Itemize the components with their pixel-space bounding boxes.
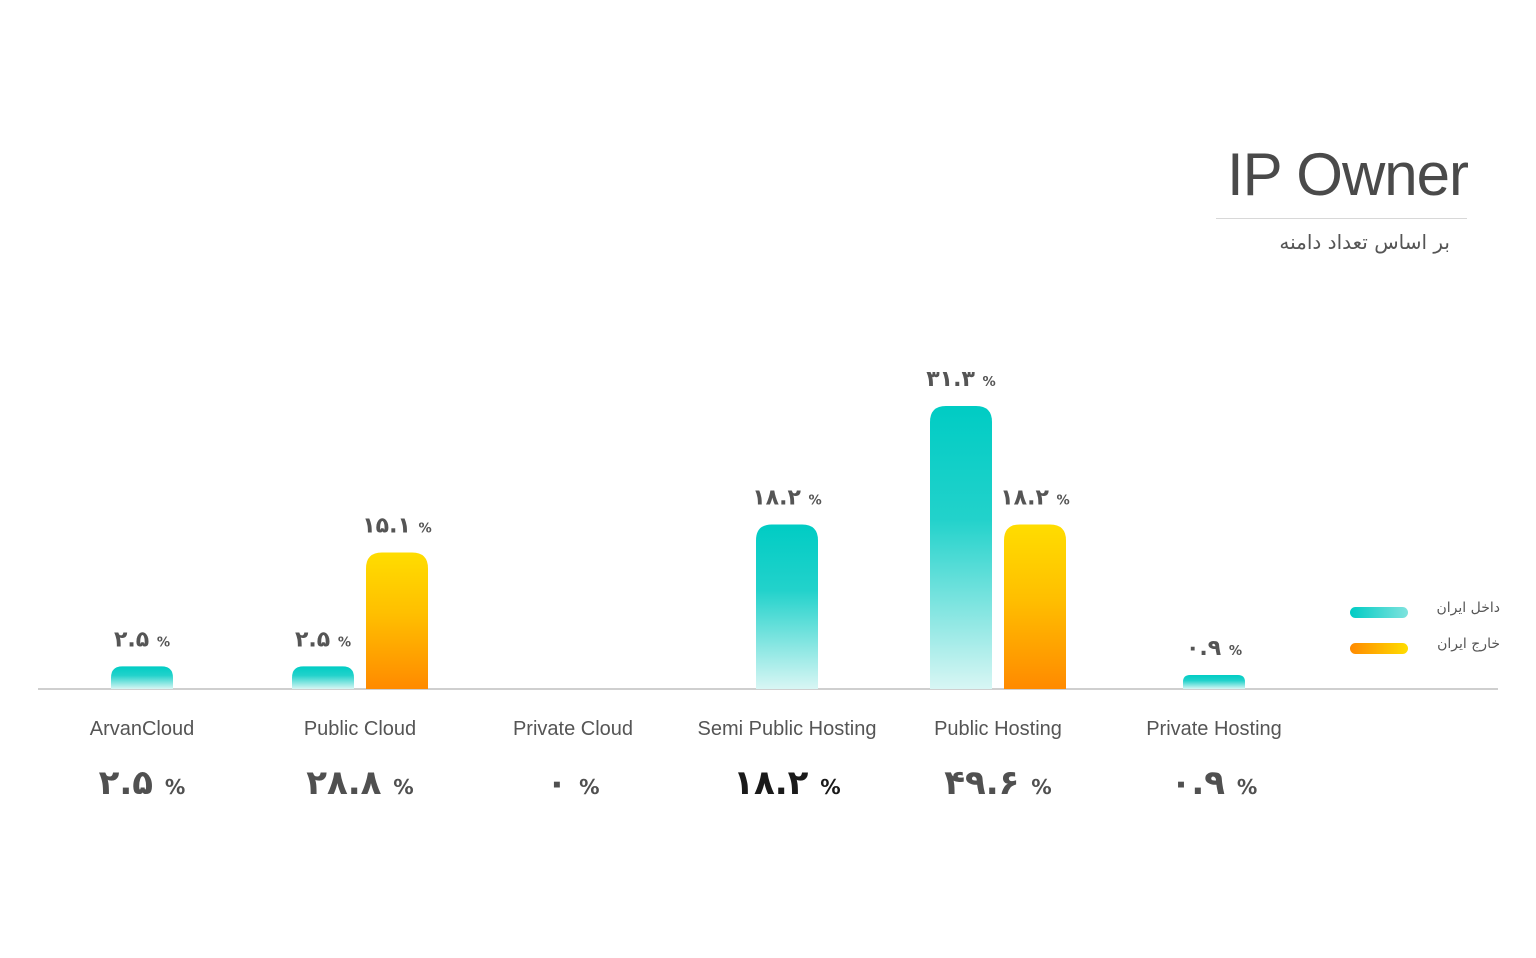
bar-label-domestic-5: ۰.۹ % <box>1186 636 1242 661</box>
total-label-2: ۰ % <box>546 763 599 803</box>
bar-domestic-3 <box>756 524 818 689</box>
title-divider <box>1216 218 1467 219</box>
bar-foreign-1 <box>366 552 428 689</box>
legend-swatch-domestic <box>1350 607 1408 618</box>
total-label-1: ۲۸.۸ % <box>306 763 413 803</box>
legend-label-domestic: داخل ایران <box>1436 600 1500 616</box>
bar-label-domestic-0: ۲.۵ % <box>114 627 170 652</box>
legend: داخل ایران خارج ایران <box>1350 600 1500 672</box>
category-label-1: Public Cloud <box>304 718 416 740</box>
total-label-5: ۰.۹ % <box>1171 763 1258 803</box>
chart-subtitle: بر اساس تعداد دامنه <box>1279 230 1450 254</box>
bar-domestic-0 <box>111 666 173 689</box>
bar-label-domestic-3: ۱۸.۲ % <box>752 485 822 510</box>
total-label-3: ۱۸.۲ % <box>733 763 840 803</box>
bar-label-foreign-1: ۱۵.۱ % <box>362 513 432 538</box>
bar-domestic-5 <box>1183 675 1245 689</box>
bar-label-domestic-4: ۳۱.۳ % <box>926 367 996 392</box>
legend-item-foreign: خارج ایران <box>1350 636 1500 672</box>
category-label-5: Private Hosting <box>1146 718 1282 740</box>
legend-swatch-foreign <box>1350 643 1408 654</box>
bar-domestic-1 <box>292 666 354 689</box>
category-label-4: Public Hosting <box>934 718 1062 740</box>
labels-group: ۲.۵ % ArvanCloud ۲.۵ % ۲.۵ % ۱۵.۱ % Public Cl… <box>90 367 1282 803</box>
total-label-4: ۴۹.۶ % <box>944 763 1051 803</box>
bar-domestic-4 <box>930 406 992 689</box>
bar-label-foreign-4: ۱۸.۲ % <box>1000 485 1070 510</box>
category-label-3: Semi Public Hosting <box>698 718 877 740</box>
chart-title: IP Owner <box>1227 141 1469 208</box>
bars-group <box>111 406 1245 689</box>
category-label-0: ArvanCloud <box>90 718 195 740</box>
legend-item-domestic: داخل ایران <box>1350 600 1500 636</box>
category-label-2: Private Cloud <box>513 718 633 740</box>
bar-label-domestic-1: ۲.۵ % <box>295 627 351 652</box>
bar-foreign-4 <box>1004 524 1066 689</box>
legend-label-foreign: خارج ایران <box>1437 636 1500 652</box>
total-label-0: ۲.۵ % <box>99 763 186 803</box>
